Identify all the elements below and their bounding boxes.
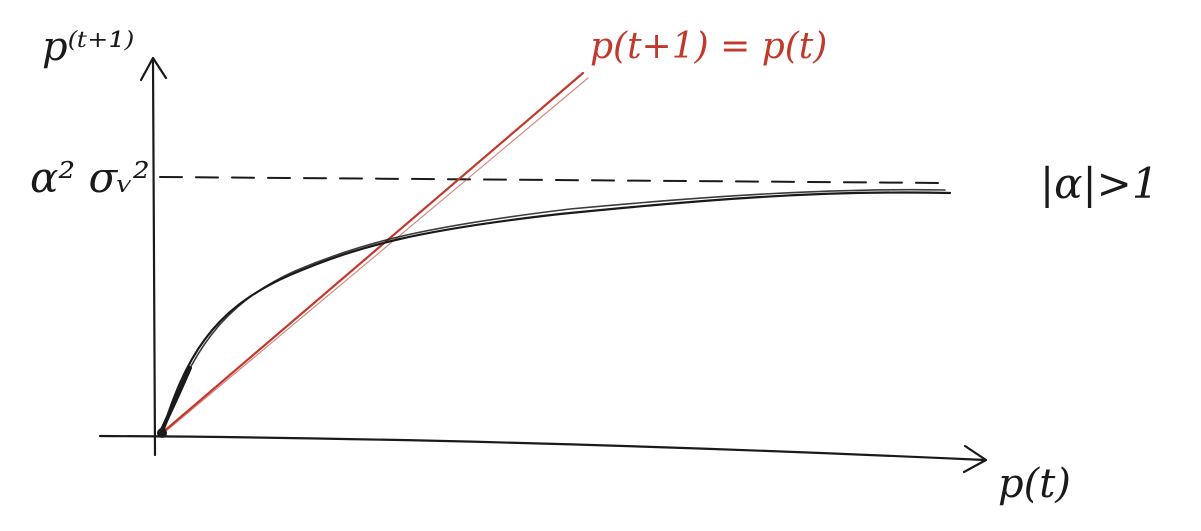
condition-label: |α|>1 <box>1040 159 1159 208</box>
origin-point <box>157 428 167 438</box>
y-axis-label: p⁽ᵗ⁺¹⁾ <box>42 24 134 70</box>
asymptote-label: α² σᵥ² <box>30 153 150 202</box>
y-axis <box>139 56 168 457</box>
x-axis-label: p(t) <box>998 461 1071 507</box>
identity-line <box>160 71 589 435</box>
x-axis-arrowhead <box>962 444 988 474</box>
asymptote-dashed-line <box>159 176 946 184</box>
y-axis-arrowhead <box>139 56 168 82</box>
identity-line-label: p(t+1) = p(t) <box>590 26 827 67</box>
saturating-curve <box>158 188 952 436</box>
x-axis <box>98 434 988 474</box>
